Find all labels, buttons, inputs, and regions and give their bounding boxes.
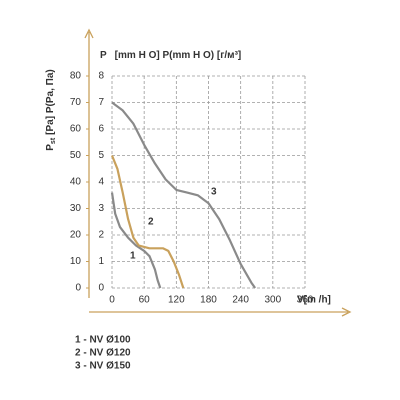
y-tick-label: 1	[98, 256, 104, 267]
x-tick-label: 120	[168, 295, 185, 306]
y2-tick-label: 80	[70, 71, 82, 82]
y-tick-label: 0	[98, 283, 104, 294]
y-tick-label: 2	[98, 230, 104, 241]
curve-label: 1	[130, 251, 136, 262]
legend-entry: 1 - NV Ø100	[75, 335, 131, 346]
x-axis-title: V[m /h]	[297, 295, 331, 306]
y2-tick-label: 20	[70, 230, 82, 241]
x-tick-label: 180	[200, 295, 217, 306]
y2-tick-label: 10	[70, 256, 82, 267]
y2-tick-label: 50	[70, 150, 82, 161]
y2-tick-label: 0	[75, 283, 81, 294]
y-label: P	[100, 50, 107, 61]
x-tick-label: 360	[297, 295, 314, 306]
legend-entry: 3 - NV Ø150	[75, 361, 131, 372]
y2-label: P	[45, 144, 56, 151]
curve-label: 2	[148, 217, 154, 228]
y-tick-label: 6	[98, 124, 104, 135]
y-tick-label: 3	[98, 203, 104, 214]
y-axis-arrow	[84, 28, 94, 39]
y2-axis-title: Pst [Pa] P(Pa, Па)	[45, 69, 57, 150]
y-tick-label: 5	[98, 150, 104, 161]
y-label-rest: [mm H O] P(mm H O) [г/м³]	[115, 50, 242, 61]
y2-tick-label: 40	[70, 177, 82, 188]
x-tick-label: 60	[139, 295, 151, 306]
curve-label: 3	[211, 187, 217, 198]
curve	[110, 155, 185, 289]
curve	[111, 101, 257, 289]
y2-label-rest: [Pa] P(Pa, Па)	[45, 69, 56, 135]
x-axis-arrow	[341, 307, 352, 317]
y-tick-label: 8	[98, 71, 104, 82]
y2-tick-label: 60	[70, 124, 82, 135]
y2-tick-label: 70	[70, 97, 82, 108]
x-tick-label: 240	[232, 295, 249, 306]
legend-entry: 2 - NV Ø120	[75, 348, 131, 359]
x-tick-label: 300	[264, 295, 281, 306]
y-tick-label: 7	[98, 97, 104, 108]
y-tick-label: 4	[98, 177, 104, 188]
y-axis-title: P [mm H O] P(mm H O) [г/м³]	[100, 50, 241, 61]
y2-label-sub: st	[50, 137, 57, 144]
curve	[110, 192, 162, 289]
y2-tick-label: 30	[70, 203, 82, 214]
x-tick-label: 0	[109, 295, 115, 306]
